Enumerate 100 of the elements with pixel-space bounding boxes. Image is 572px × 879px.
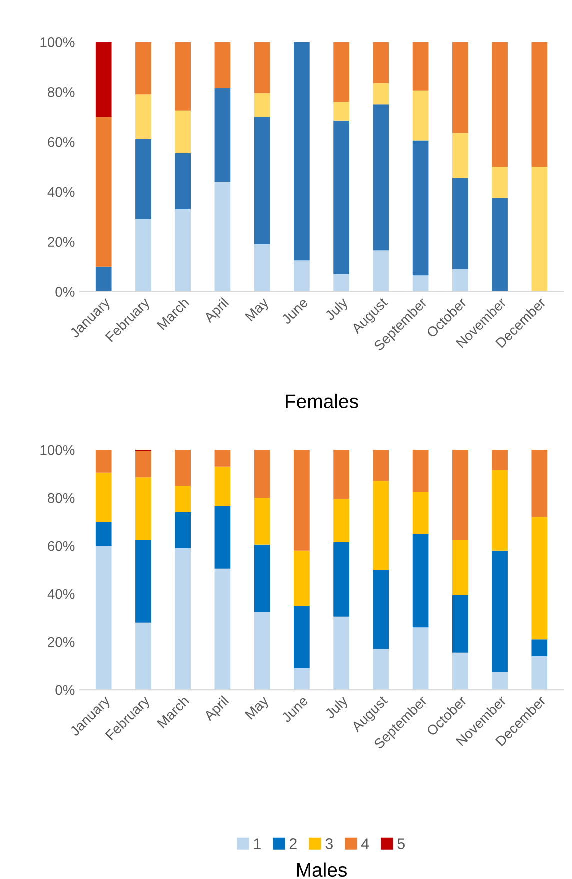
bar: [452, 652, 468, 690]
bar: [334, 542, 350, 617]
bar: [254, 544, 270, 612]
bar: [373, 250, 390, 292]
bar: [254, 42, 270, 94]
bar: [492, 550, 508, 672]
bar: [532, 517, 548, 640]
bar: [532, 450, 548, 518]
bar: [136, 219, 152, 292]
bar: [452, 42, 468, 134]
bar: [532, 167, 548, 292]
bar: [96, 117, 112, 267]
y-tick-label: 40%: [48, 187, 75, 198]
bar: [373, 649, 390, 690]
bar: [334, 450, 350, 500]
legend-label: 3: [326, 838, 333, 850]
x-tick-label: July: [324, 296, 351, 324]
bar: [532, 640, 548, 656]
y-tick-label: 100%: [40, 38, 75, 48]
y-tick-label: 20%: [48, 237, 75, 248]
bar: [96, 266, 112, 292]
bar: [452, 269, 468, 292]
bar: [412, 276, 429, 292]
bar: [254, 117, 270, 244]
bar: [136, 451, 152, 478]
bar: [412, 534, 429, 628]
y-tick-label: 40%: [48, 589, 75, 600]
legend-label: 2: [290, 838, 297, 850]
bar: [373, 450, 390, 482]
bar: [373, 104, 390, 251]
y-tick-label: 0%: [56, 287, 75, 297]
y-tick-label: 80%: [48, 493, 75, 504]
y-tick-label: 0%: [56, 685, 75, 696]
bar: [412, 628, 429, 690]
bar: [373, 83, 390, 105]
bar: [492, 672, 508, 690]
bar: [452, 133, 468, 178]
x-axis-title: Males: [297, 862, 347, 878]
bar: [136, 140, 152, 220]
x-tick-label: July: [324, 694, 351, 722]
bar: [412, 140, 429, 276]
bar: [96, 450, 112, 473]
bar: [294, 42, 310, 261]
bar: [492, 198, 508, 292]
bar: [294, 606, 310, 668]
bar: [214, 450, 231, 467]
bar: [175, 209, 192, 292]
bar: [96, 546, 112, 690]
bar: [254, 498, 270, 545]
bar: [214, 88, 231, 182]
bar: [412, 90, 429, 141]
y-tick-label: 60%: [48, 137, 75, 148]
x-axis-title: Females: [286, 394, 358, 408]
bar: [136, 478, 152, 540]
bar: [96, 42, 112, 118]
bar: [96, 472, 112, 522]
bar: [412, 42, 429, 91]
bar: [96, 522, 112, 546]
bar: [334, 499, 350, 542]
bar: [334, 274, 350, 292]
bar: [175, 486, 192, 512]
bar: [214, 42, 231, 88]
bar: [532, 656, 548, 690]
bar: [175, 42, 192, 111]
bar: [294, 450, 310, 551]
bar: [254, 612, 270, 690]
bar: [412, 450, 429, 492]
bar: [175, 110, 192, 154]
bar: [492, 470, 508, 551]
bar: [492, 167, 508, 198]
legend-label: 4: [361, 838, 370, 850]
bar: [254, 244, 270, 292]
bar: [452, 178, 468, 270]
bar: [175, 153, 192, 210]
x-tick-label: May: [244, 695, 272, 722]
bar: [175, 548, 192, 690]
bar: [214, 568, 231, 690]
legend-label: 1: [254, 838, 261, 850]
legend-label: 5: [398, 838, 405, 850]
bar: [412, 492, 429, 534]
bar: [492, 42, 508, 168]
y-tick-label: 100%: [40, 445, 75, 456]
bar: [294, 260, 310, 292]
bar: [532, 42, 548, 168]
bar: [373, 481, 390, 570]
bar: [294, 668, 310, 690]
y-tick-label: 60%: [48, 541, 75, 552]
bar: [294, 550, 310, 606]
y-tick-label: 20%: [48, 637, 75, 648]
bar: [373, 42, 390, 84]
bar: [214, 182, 231, 292]
bar: [334, 120, 350, 274]
bar: [373, 570, 390, 650]
y-tick-label: 80%: [48, 87, 75, 98]
bar: [214, 506, 231, 569]
bar: [334, 102, 350, 121]
bar: [334, 616, 350, 690]
bar: [452, 450, 468, 540]
x-tick-label: May: [244, 297, 272, 324]
bar: [136, 540, 152, 623]
